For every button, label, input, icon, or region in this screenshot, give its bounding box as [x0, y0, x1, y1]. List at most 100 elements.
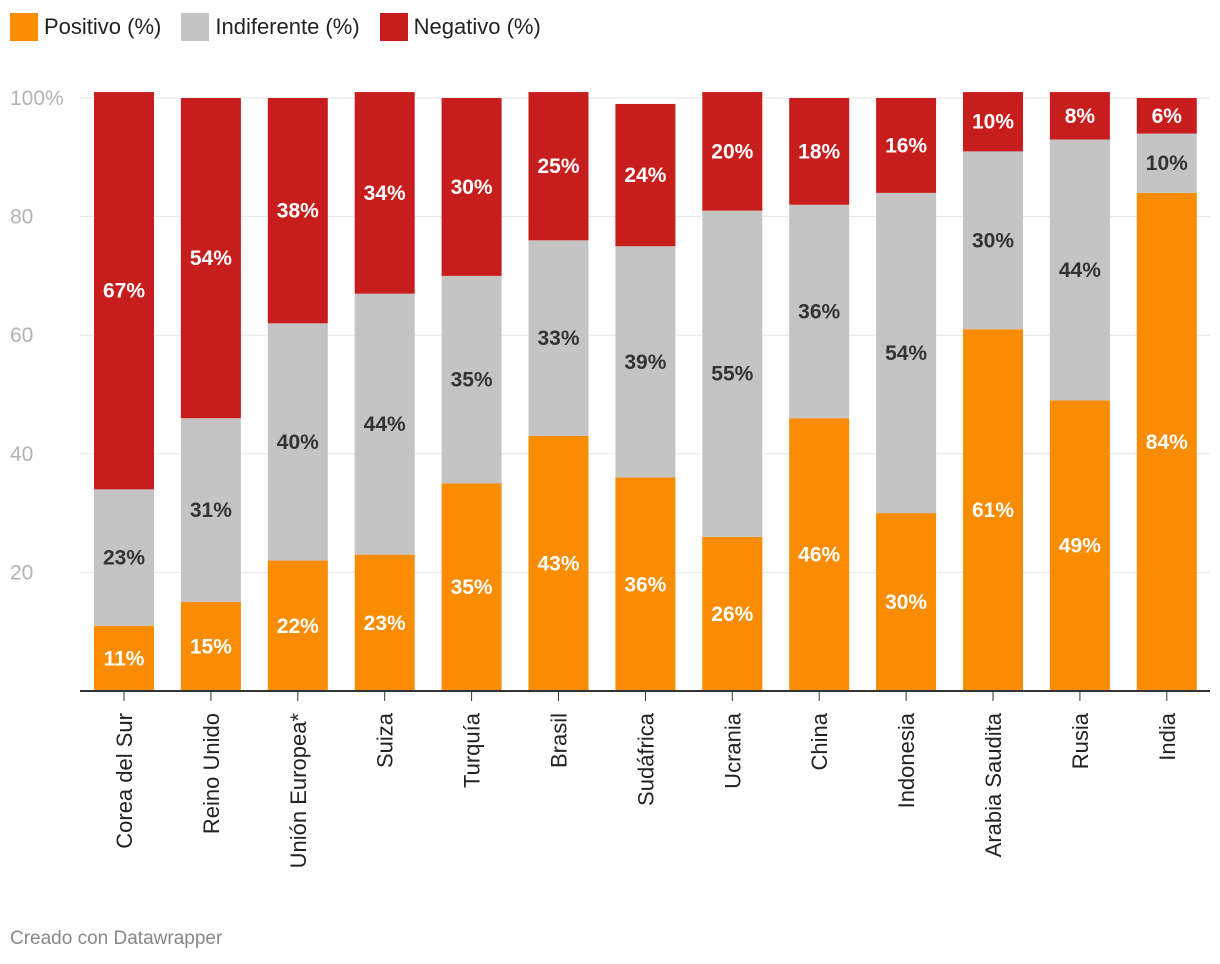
- bar-negativo-suiza: [354, 92, 415, 294]
- value-label-negativo-arabia-saudita: 10%: [972, 111, 1014, 134]
- value-label-indiferente-brasil: 33%: [537, 327, 579, 350]
- legend-swatch-positivo: [10, 13, 38, 41]
- y-tick-label-100: 100%: [10, 87, 64, 110]
- bar-positivo-indonesia: [876, 513, 937, 691]
- x-tick-label-suiza: Suiza: [373, 712, 398, 768]
- value-label-positivo-china: 46%: [798, 544, 840, 567]
- bar-indiferente-rusia: [1049, 139, 1110, 401]
- bar-positivo-turquia: [441, 483, 502, 691]
- value-label-negativo-brasil: 25%: [537, 155, 579, 178]
- credit: Creado con Datawrapper: [10, 928, 223, 949]
- y-tick-label-60: 60: [10, 324, 33, 347]
- bar-negativo-corea-del-sur: [94, 92, 154, 490]
- legend-swatch-negativo: [379, 13, 408, 41]
- legend-item-indiferente: Indiferente (%): [181, 13, 360, 41]
- legend-swatch-indiferente: [181, 13, 210, 41]
- bar-indiferente-corea-del-sur: [94, 489, 154, 626]
- bar-indiferente-sudafrica: [615, 246, 676, 478]
- x-tick-label-reino-unido: Reino Unido: [199, 713, 224, 834]
- legend-item-negativo: Negativo (%): [379, 13, 541, 41]
- bar-negativo-rusia: [1049, 92, 1110, 140]
- bar-positivo-ucrania: [702, 536, 763, 691]
- value-label-indiferente-sudafrica: 39%: [624, 351, 666, 374]
- bar-positivo-reino-unido: [180, 602, 241, 691]
- value-label-indiferente-indonesia: 54%: [885, 342, 927, 365]
- bar-positivo-rusia: [1049, 400, 1110, 691]
- bars: [94, 92, 1197, 691]
- bar-positivo-arabia-saudita: [963, 329, 1023, 691]
- bar-positivo-india: [1136, 192, 1197, 691]
- value-label-indiferente-suiza: 44%: [364, 413, 406, 436]
- value-label-negativo-corea-del-sur: 67%: [103, 280, 145, 303]
- value-label-positivo-union-europea: 22%: [277, 615, 319, 638]
- value-labels: 11% 23% 67% 15% 31% 54% 22% 40% 38% 23% 44% 34% 35% 3…: [103, 105, 1188, 671]
- value-label-indiferente-rusia: 44%: [1059, 259, 1101, 282]
- x-tick-label-india: India: [1155, 712, 1180, 760]
- x-axis: Corea del Sur Reino Unido Unión Europea* Su…: [80, 690, 1210, 869]
- value-label-negativo-ucrania: 20%: [711, 140, 753, 163]
- value-label-negativo-india: 6%: [1152, 105, 1183, 128]
- bar-negativo-china: [789, 98, 850, 205]
- bar-positivo-brasil: [528, 436, 589, 691]
- value-label-indiferente-india: 10%: [1146, 152, 1188, 175]
- value-label-positivo-brasil: 43%: [537, 553, 579, 576]
- value-label-indiferente-ucrania: 55%: [711, 363, 753, 386]
- value-label-positivo-indonesia: 30%: [885, 591, 927, 614]
- value-label-positivo-arabia-saudita: 61%: [972, 499, 1014, 522]
- x-tick-label-turquia: Turquía: [460, 712, 485, 788]
- x-tick-label-union-europea: Unión Europea*: [286, 713, 311, 869]
- value-label-negativo-indonesia: 16%: [885, 134, 927, 157]
- value-label-indiferente-arabia-saudita: 30%: [972, 229, 1014, 252]
- x-tick-label-china: China: [807, 712, 832, 770]
- legend-label-indiferente: Indiferente (%): [215, 14, 360, 39]
- bar-negativo-union-europea: [267, 98, 328, 324]
- x-tick-label-indonesia: Indonesia: [894, 712, 919, 808]
- value-label-negativo-turquia: 30%: [451, 176, 493, 199]
- value-label-indiferente-reino-unido: 31%: [190, 499, 232, 522]
- y-tick-label-40: 40: [10, 443, 33, 466]
- value-label-indiferente-turquia: 35%: [451, 369, 493, 392]
- value-label-negativo-china: 18%: [798, 140, 840, 163]
- y-tick-label-20: 20: [10, 561, 33, 584]
- bar-positivo-corea-del-sur: [94, 625, 154, 691]
- bar-negativo-india: [1136, 98, 1197, 134]
- x-tick-label-rusia: Rusia: [1068, 712, 1093, 769]
- legend-label-positivo: Positivo (%): [44, 14, 162, 39]
- bar-positivo-suiza: [354, 554, 415, 691]
- bar-indiferente-indonesia: [876, 192, 937, 514]
- bar-indiferente-turquia: [441, 275, 502, 484]
- value-label-positivo-ucrania: 26%: [711, 603, 753, 626]
- bar-indiferente-union-europea: [267, 323, 328, 561]
- x-tick-label-arabia-saudita: Arabia Saudita: [981, 712, 1006, 857]
- value-label-negativo-sudafrica: 24%: [624, 164, 666, 187]
- bar-positivo-sudafrica: [615, 477, 676, 691]
- value-label-positivo-reino-unido: 15%: [190, 636, 232, 659]
- value-label-indiferente-union-europea: 40%: [277, 431, 319, 454]
- y-tick-label-80: 80: [10, 206, 33, 229]
- bar-negativo-arabia-saudita: [963, 92, 1023, 152]
- value-label-positivo-sudafrica: 36%: [624, 573, 666, 596]
- bar-indiferente-suiza: [354, 293, 415, 555]
- bar-positivo-union-europea: [267, 560, 328, 691]
- legend-item-positivo: Positivo (%): [10, 13, 161, 41]
- value-label-negativo-suiza: 34%: [364, 182, 406, 205]
- bar-negativo-indonesia: [876, 98, 937, 193]
- x-tick-label-corea-del-sur: Corea del Sur: [112, 713, 137, 849]
- value-label-indiferente-china: 36%: [798, 300, 840, 323]
- bar-negativo-ucrania: [702, 92, 763, 211]
- bar-negativo-sudafrica: [615, 103, 676, 247]
- value-label-negativo-union-europea: 38%: [277, 200, 319, 223]
- bar-indiferente-brasil: [528, 240, 589, 437]
- bar-negativo-brasil: [528, 92, 589, 241]
- bar-indiferente-reino-unido: [180, 418, 241, 603]
- bar-indiferente-india: [1136, 133, 1197, 193]
- bar-indiferente-china: [789, 204, 850, 419]
- value-label-positivo-rusia: 49%: [1059, 535, 1101, 558]
- x-tick-label-sudafrica: Sudáfrica: [633, 712, 658, 806]
- value-label-indiferente-corea-del-sur: 23%: [103, 547, 145, 570]
- value-label-positivo-suiza: 23%: [364, 612, 406, 635]
- bar-positivo-china: [789, 418, 850, 691]
- bar-negativo-turquia: [441, 98, 502, 276]
- bar-indiferente-arabia-saudita: [963, 151, 1023, 330]
